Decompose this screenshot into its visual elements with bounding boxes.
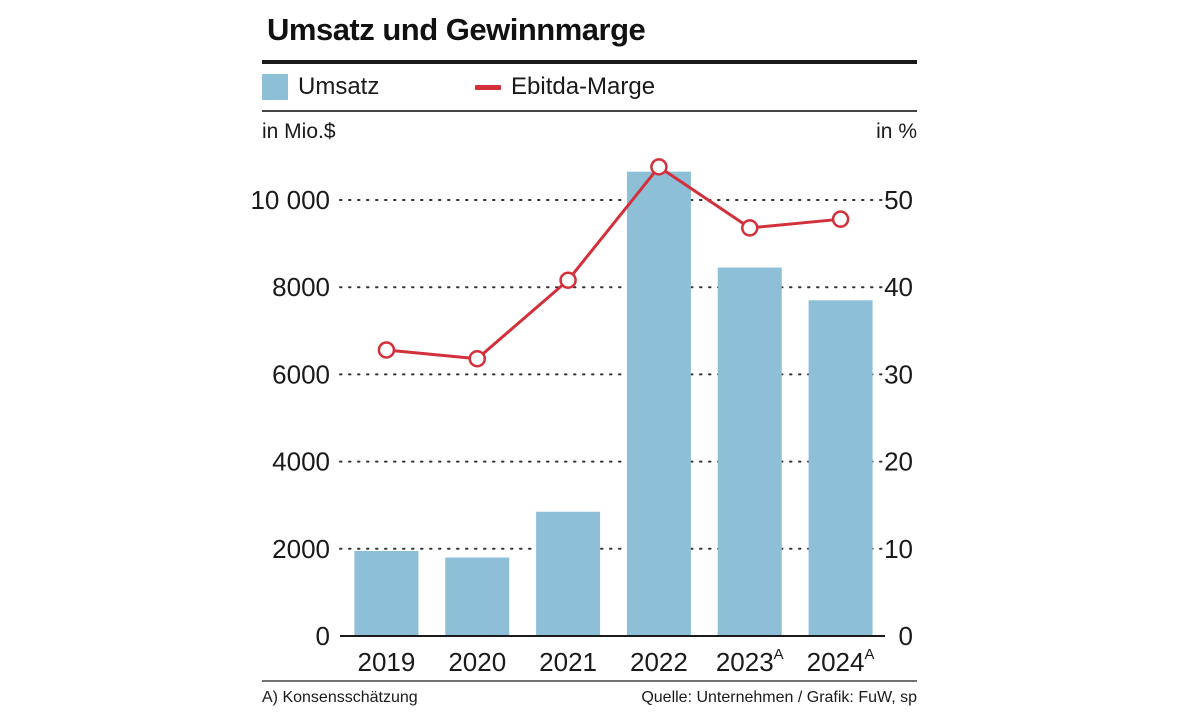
left-tick-label: 2000 bbox=[272, 534, 330, 564]
bar-umsatz bbox=[536, 511, 601, 636]
left-tick-label: 10 000 bbox=[250, 185, 330, 215]
legend-line-swatch bbox=[475, 84, 501, 90]
footer-note: A) Konsensschätzung bbox=[262, 689, 418, 706]
right-tick-label: 40 bbox=[884, 272, 913, 302]
right-tick-label: 50 bbox=[884, 185, 913, 215]
x-tick-label: 2023A bbox=[716, 646, 784, 677]
x-tick-label: 2019 bbox=[357, 647, 415, 677]
legend-bar-swatch bbox=[262, 74, 288, 100]
chart-title: Umsatz und Gewinnmarge bbox=[267, 12, 646, 47]
right-tick-label: 20 bbox=[884, 447, 913, 477]
left-tick-label: 6000 bbox=[272, 359, 330, 389]
x-tick-label: 2020 bbox=[448, 647, 506, 677]
x-tick-label: 2021 bbox=[539, 647, 597, 677]
x-tick-label: 2022 bbox=[630, 647, 688, 677]
right-tick-label: 0 bbox=[899, 621, 913, 651]
marker-ebitda-marge bbox=[559, 271, 577, 289]
line-ebitda-marge bbox=[386, 165, 841, 361]
marker-ebitda-marge bbox=[741, 219, 759, 237]
legend-label-ebitda: Ebitda-Marge bbox=[511, 73, 656, 100]
bar-umsatz bbox=[445, 557, 510, 636]
marker-ebitda-marge bbox=[468, 349, 486, 368]
legend-item-ebitda: Ebitda-Marge bbox=[475, 72, 655, 102]
right-tick-label: 10 bbox=[884, 534, 913, 564]
marker-ebitda-marge bbox=[650, 158, 668, 176]
footer-source: Quelle: Unternehmen / Grafik: FuW, sp bbox=[641, 689, 917, 706]
bar-umsatz bbox=[354, 550, 419, 636]
legend-item-umsatz: Umsatz bbox=[262, 72, 379, 102]
right-tick-label: 30 bbox=[884, 359, 913, 389]
bar-umsatz bbox=[717, 267, 782, 636]
bar-umsatz bbox=[808, 300, 873, 636]
title-rule bbox=[262, 60, 917, 64]
legend-label-umsatz: Umsatz bbox=[298, 73, 380, 100]
marker-ebitda-marge bbox=[377, 341, 396, 359]
marker-ebitda-marge bbox=[831, 210, 850, 228]
left-tick-label: 8000 bbox=[272, 272, 330, 302]
bar-umsatz bbox=[626, 171, 691, 636]
left-tick-label: 0 bbox=[316, 621, 330, 651]
right-axis-unit: in % bbox=[876, 120, 917, 143]
legend-rule bbox=[262, 110, 917, 112]
x-tick-label: 2024A bbox=[807, 646, 875, 677]
left-axis-unit: in Mio.$ bbox=[262, 120, 336, 143]
left-tick-label: 4000 bbox=[272, 447, 330, 477]
